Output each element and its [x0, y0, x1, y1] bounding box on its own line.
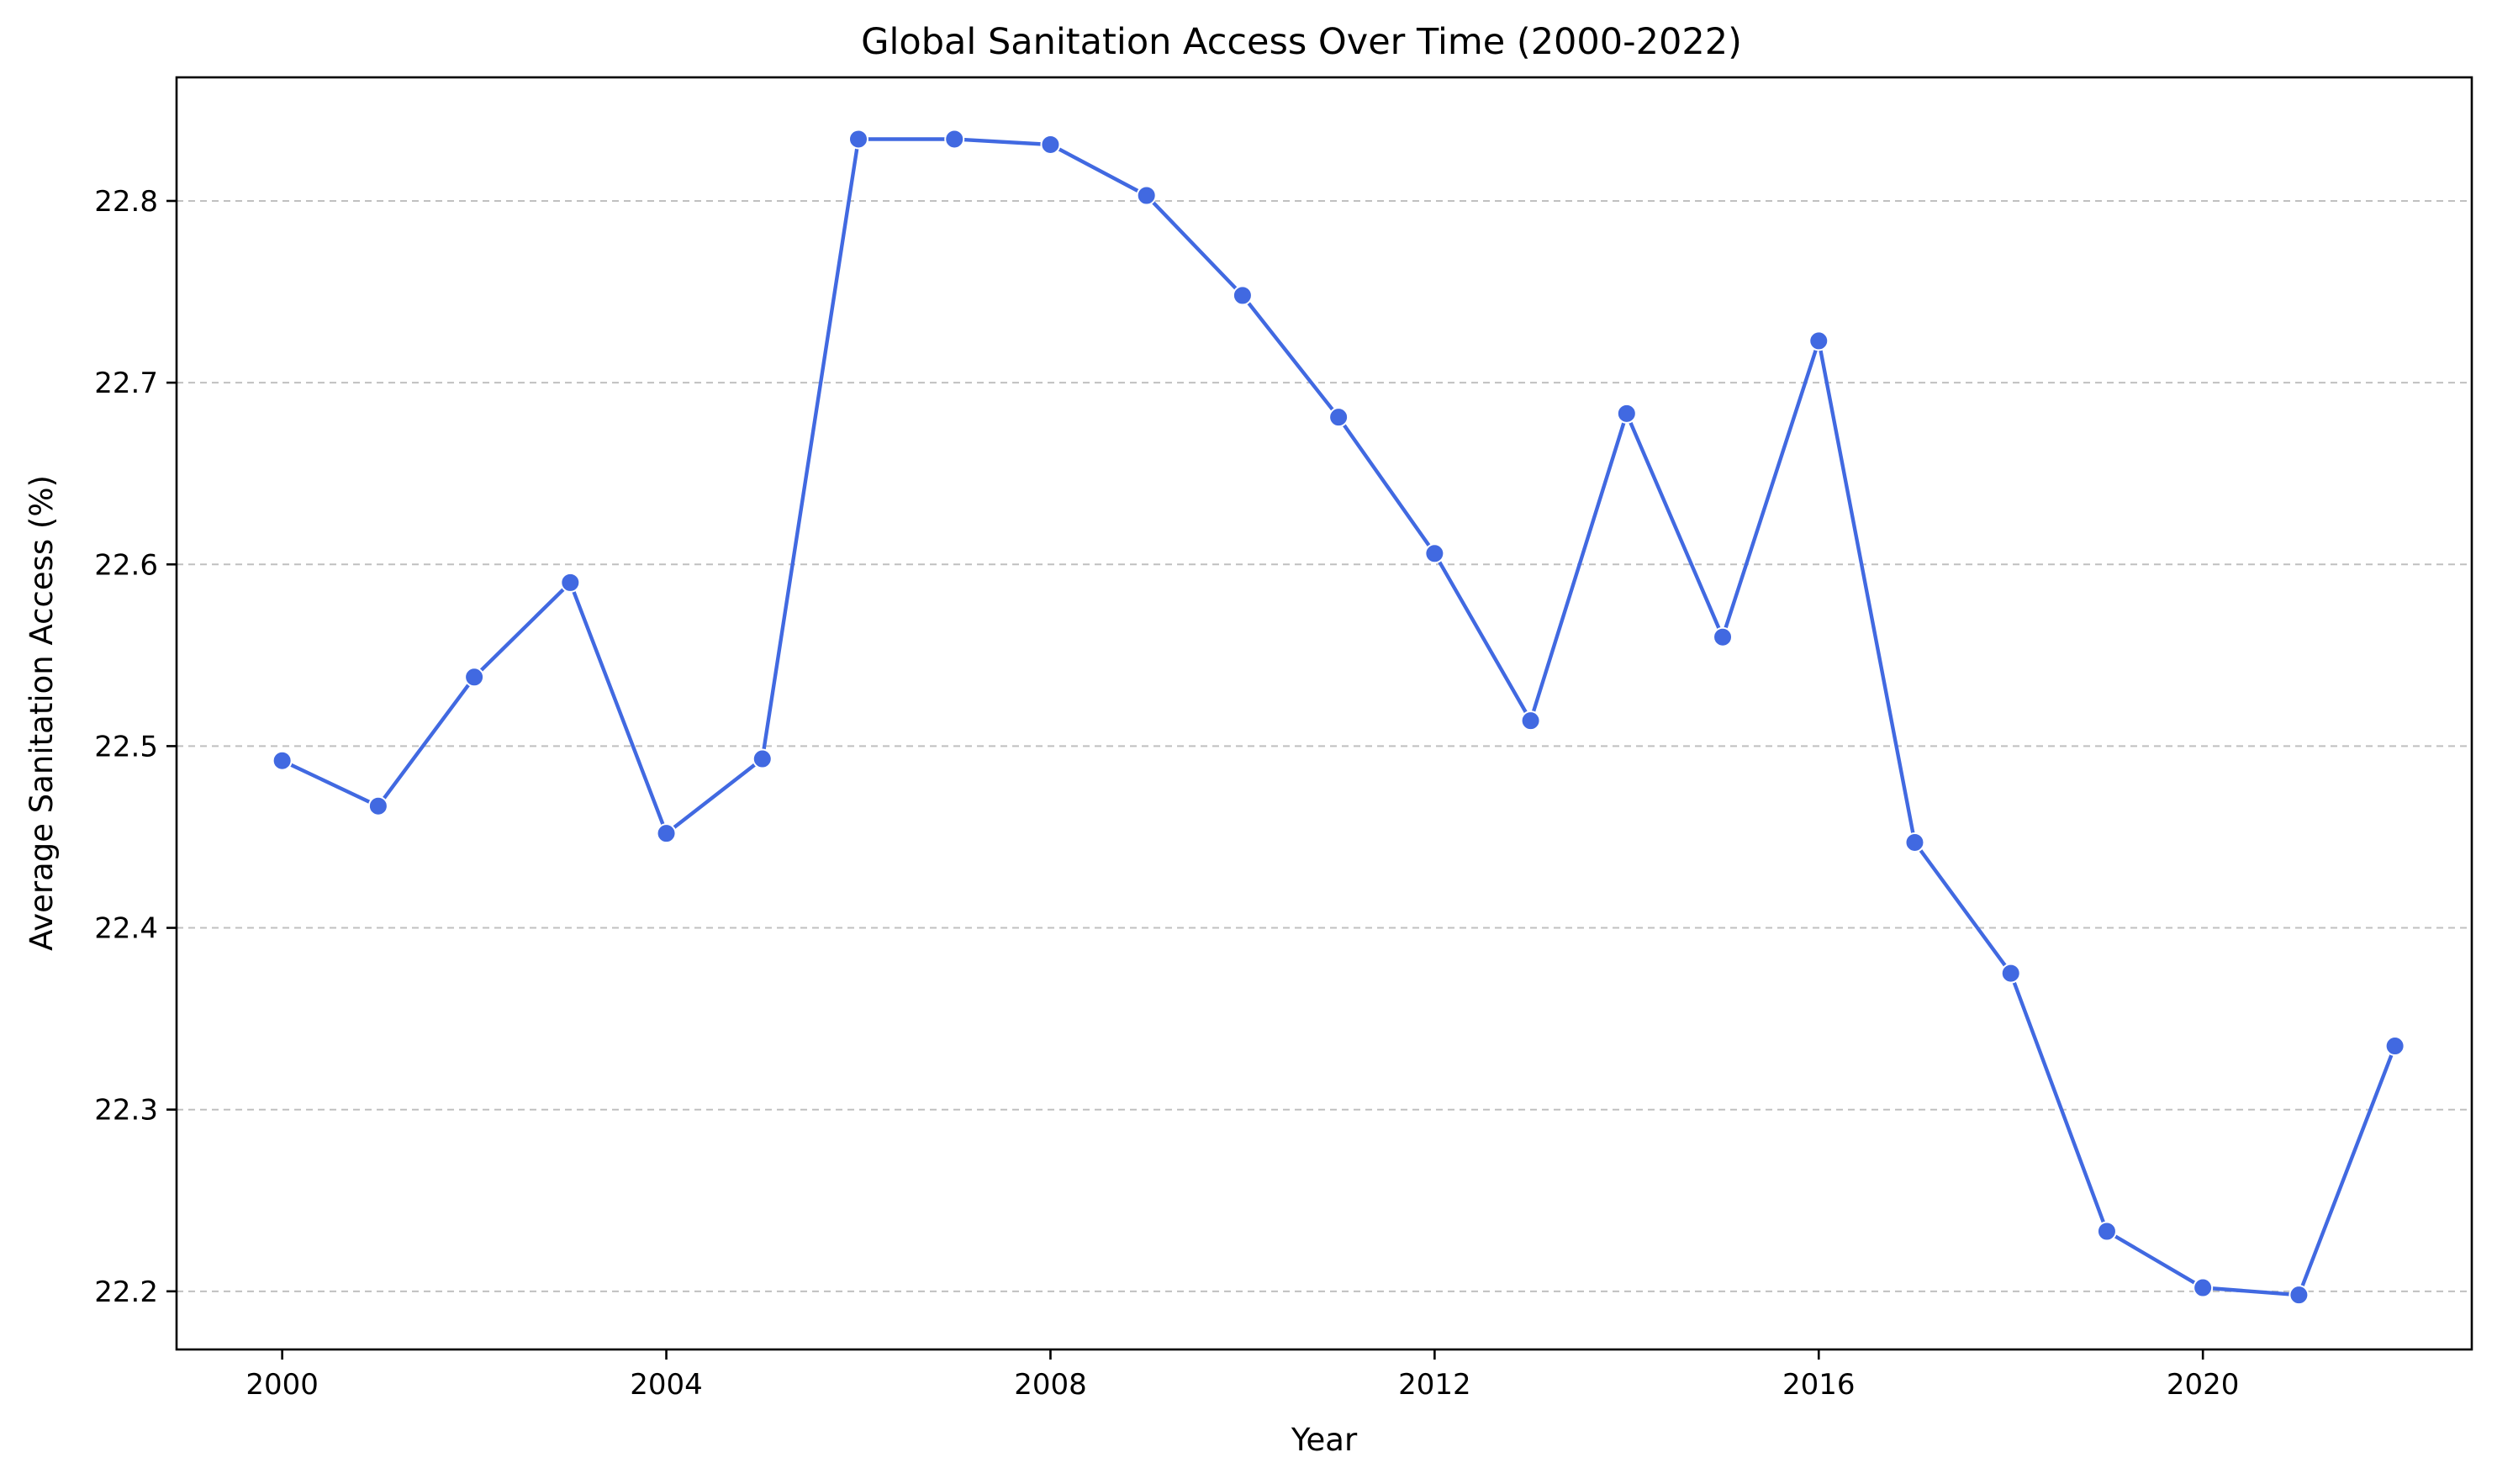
sanitation-access-series [272, 129, 2405, 1306]
x-axis-ticks: 2000 2004 2008 2012 2016 2020 [245, 1349, 2239, 1402]
data-point [752, 748, 773, 769]
y-tick-label: 22.5 [94, 730, 158, 763]
data-point [848, 129, 869, 150]
x-tick-label: 2004 [630, 1368, 703, 1402]
x-tick-label: 2000 [245, 1368, 319, 1402]
y-tick-label: 22.3 [94, 1094, 158, 1128]
data-point [1808, 330, 1829, 351]
y-gridlines [177, 199, 2472, 1292]
data-point [2000, 963, 2021, 984]
x-tick-label: 2020 [2167, 1368, 2240, 1402]
data-point [367, 795, 388, 816]
data-point [464, 667, 485, 688]
data-point [1136, 185, 1157, 206]
data-point [1616, 403, 1637, 424]
data-point [2384, 1036, 2405, 1057]
x-tick-label: 2016 [1782, 1368, 1856, 1402]
data-point [944, 129, 965, 150]
chart-title: Global Sanitation Access Over Time (2000… [861, 21, 1742, 63]
data-point [1713, 626, 1734, 647]
y-tick-label: 22.7 [94, 367, 158, 400]
data-point [656, 823, 677, 844]
data-point [1040, 134, 1061, 155]
data-point [2096, 1221, 2117, 1242]
y-axis-label: Average Sanitation Access (%) [24, 475, 60, 951]
data-point [272, 750, 293, 771]
x-axis-label: Year [1291, 1422, 1358, 1458]
y-tick-label: 22.6 [94, 548, 158, 582]
y-tick-label: 22.2 [94, 1275, 158, 1309]
data-point [1904, 832, 1925, 853]
y-tick-label: 22.8 [94, 185, 158, 219]
data-point [1328, 407, 1349, 428]
data-point [2193, 1277, 2214, 1298]
data-point [1232, 285, 1253, 306]
y-tick-label: 22.4 [94, 912, 158, 946]
x-tick-label: 2008 [1014, 1368, 1087, 1402]
plot-area-frame [175, 76, 2473, 1351]
data-point [560, 572, 581, 593]
data-point [1520, 710, 1541, 731]
data-point [2288, 1285, 2310, 1306]
x-tick-label: 2012 [1398, 1368, 1471, 1402]
y-axis-ticks: 22.2 22.3 22.4 22.5 22.6 22.7 22.8 [94, 185, 177, 1309]
data-point [1424, 543, 1445, 564]
